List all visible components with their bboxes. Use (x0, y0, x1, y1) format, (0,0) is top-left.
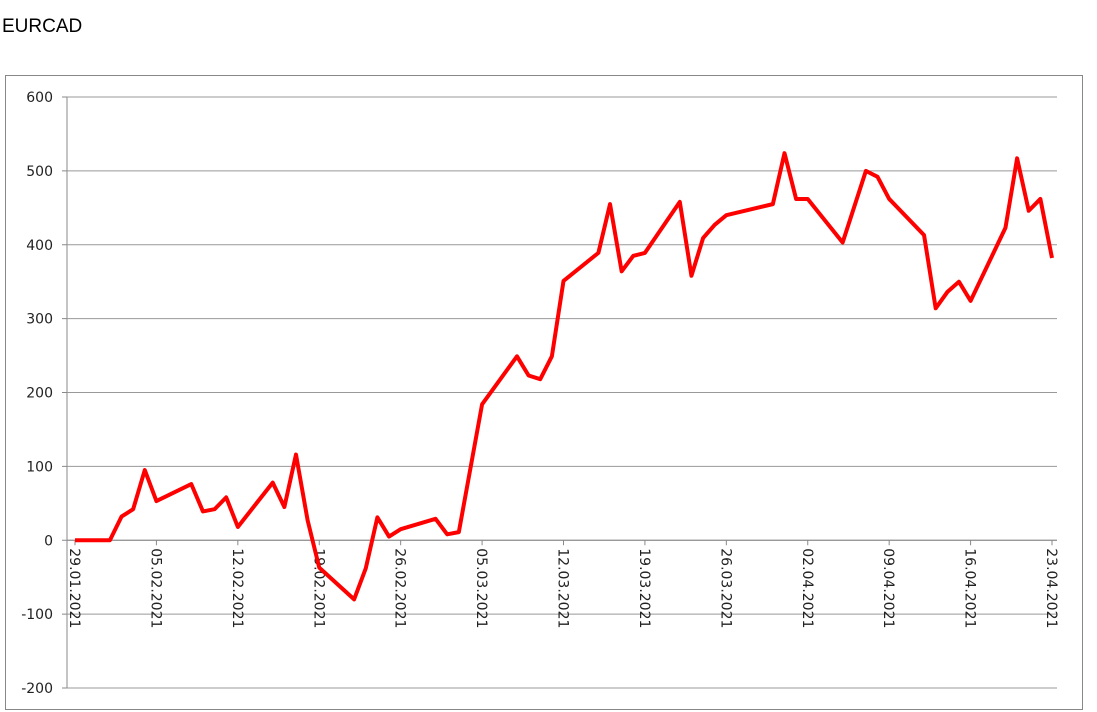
x-tick-label: 23.04.2021 (1043, 548, 1059, 628)
y-tick-label: 0 (44, 533, 53, 549)
x-tick-label: 16.04.2021 (962, 548, 978, 628)
y-tick-label: 100 (26, 459, 53, 475)
x-tick-label: 12.02.2021 (229, 548, 245, 628)
x-tick-label: 12.03.2021 (555, 548, 571, 628)
y-tick-label: 500 (26, 164, 53, 180)
x-tick-label: 05.03.2021 (473, 548, 489, 628)
chart-title: EURCAD (2, 16, 83, 37)
x-tick-label: 05.02.2021 (147, 548, 163, 628)
x-tick-label: 19.03.2021 (636, 548, 652, 628)
x-tick-label: 26.02.2021 (392, 548, 408, 628)
data-line (75, 151, 1054, 602)
y-tick-label: 200 (26, 386, 53, 402)
x-tick-label: 29.01.2021 (66, 548, 82, 628)
x-tick-label: 26.03.2021 (717, 548, 733, 628)
y-tick-label: 600 (26, 90, 53, 106)
y-tick-label: 300 (26, 312, 53, 328)
y-tick-label: -100 (21, 607, 53, 623)
y-tick-label: -200 (21, 681, 53, 697)
x-tick-label: 02.04.2021 (799, 548, 815, 628)
y-tick-label: 400 (26, 238, 53, 254)
x-tick-label: 09.04.2021 (880, 548, 896, 628)
